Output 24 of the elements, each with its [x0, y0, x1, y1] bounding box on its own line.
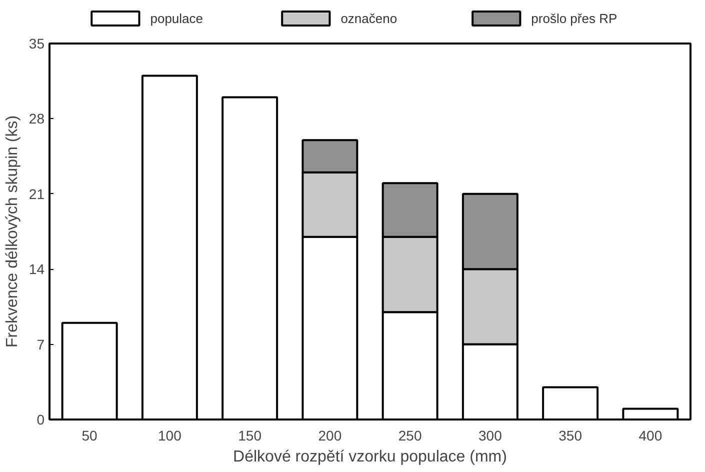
x-tick-label: 150: [238, 428, 262, 444]
x-axis-title: Délkové rozpětí vzorku populace (mm): [233, 448, 507, 466]
y-tick-label: 28: [28, 110, 45, 127]
bar: [141, 74, 198, 420]
y-tick-label: 0: [36, 412, 45, 428]
legend-label: označeno: [340, 11, 398, 26]
x-tick-label: 100: [158, 428, 182, 444]
x-tick-label: 250: [398, 428, 422, 444]
bar: [542, 386, 599, 420]
x-tick-label: 350: [558, 428, 582, 444]
bar: [622, 408, 679, 420]
legend-label: populace: [150, 11, 204, 26]
y-axis-title: Frekvence délkových skupin (ks): [4, 115, 21, 348]
legend-label: prošlo přes RP: [531, 11, 618, 26]
y-tick-label: 7: [36, 336, 45, 352]
x-tick-label: 200: [318, 428, 342, 444]
x-tick-label: 400: [638, 428, 662, 444]
x-tick-label: 300: [478, 428, 502, 444]
bar: [61, 322, 118, 420]
y-tick-label: 14: [28, 261, 45, 278]
bar: [222, 96, 278, 420]
x-tick-label: 50: [82, 428, 98, 444]
y-tick-label: 21: [28, 186, 45, 202]
y-tick-label: 35: [28, 36, 45, 52]
